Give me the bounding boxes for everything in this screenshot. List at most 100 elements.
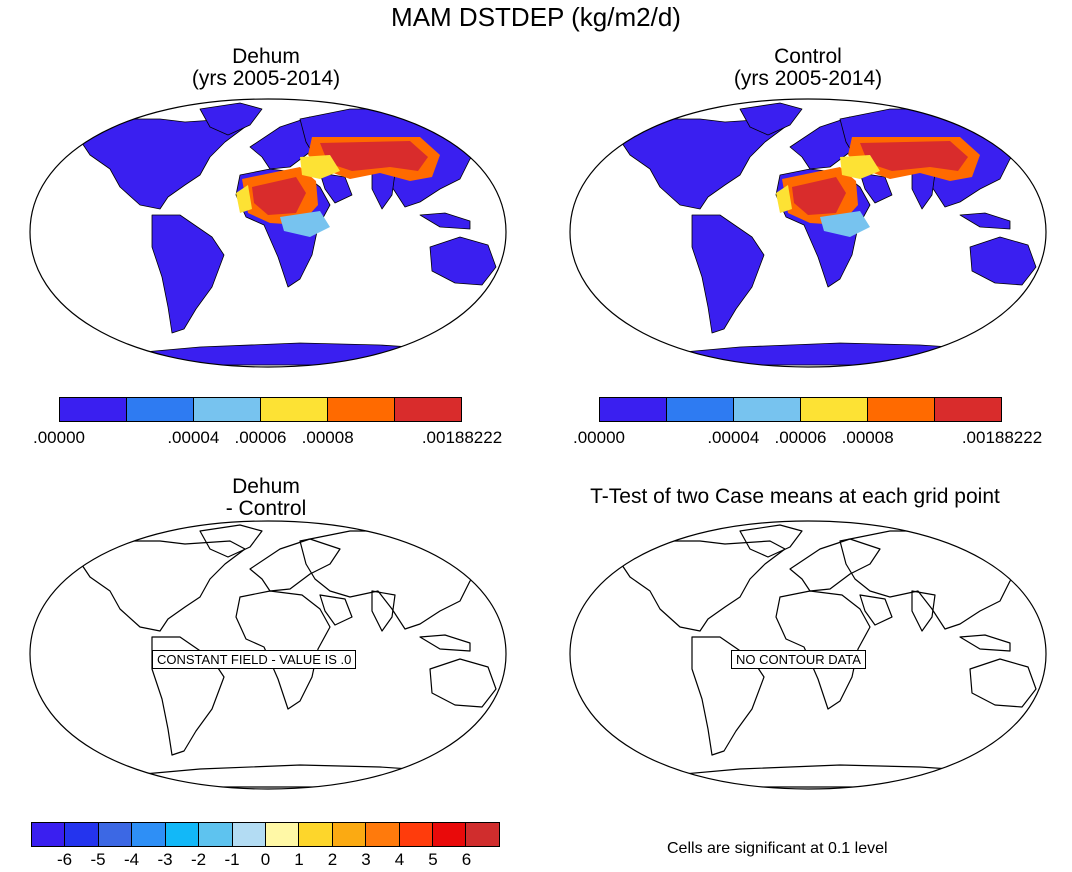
- constant-field-message: CONSTANT FIELD - VALUE IS .0: [152, 650, 357, 669]
- no-contour-message: NO CONTOUR DATA: [731, 650, 866, 669]
- colorbar-tick-label: 6: [461, 850, 472, 869]
- colorbar-swatch: [332, 823, 367, 846]
- panel3-title-line2: - Control: [225, 497, 307, 520]
- colorbar-tick-label: .00006: [774, 428, 827, 447]
- dust-region-6: [236, 185, 252, 213]
- colorbar-swatch: [132, 823, 166, 846]
- panel3-title-line1: Dehum: [232, 475, 300, 498]
- land-arabia: [319, 172, 353, 204]
- land-australia: [969, 658, 1037, 708]
- land-greenland: [199, 102, 263, 136]
- colorbar-tick-label: 4: [394, 850, 405, 869]
- colorbar-tick-label: .00188222: [421, 428, 503, 447]
- dust-region-5: [820, 211, 870, 237]
- panel2-title-line1: Control: [774, 45, 842, 68]
- colorbar-swatch: [466, 823, 499, 846]
- land-australia: [429, 236, 497, 286]
- colorbar-swatch: [667, 398, 734, 421]
- colorbar-swatch: [801, 398, 868, 421]
- colorbar-dehum: [59, 397, 462, 422]
- colorbar-difference-ticks: -6 -5 -4 -3 -2 -1 0 1 2 3 4 5 6: [31, 850, 500, 872]
- colorbar-tick-label: .00004: [167, 428, 220, 447]
- colorbar-swatch: [194, 398, 261, 421]
- map-ttest: [569, 520, 1047, 790]
- panel2-title-line2: (yrs 2005-2014): [733, 67, 883, 90]
- land-north-america: [77, 540, 246, 632]
- colorbar-control: [599, 397, 1002, 422]
- land-greenland: [199, 524, 263, 558]
- colorbar-swatch: [399, 823, 434, 846]
- colorbar-tick-label: .00000: [573, 428, 625, 447]
- colorbar-swatch: [366, 823, 400, 846]
- land-arabia: [859, 172, 893, 204]
- land-arabia: [319, 594, 353, 626]
- map-border: [569, 520, 1047, 790]
- colorbar-difference: [31, 822, 500, 847]
- colorbar-tick-label: -4: [123, 850, 140, 869]
- dust-region-3: [860, 141, 968, 171]
- colorbar-swatch: [98, 823, 133, 846]
- land-south-america: [151, 214, 225, 334]
- land-europe: [249, 538, 341, 592]
- panel1-title-line2: (yrs 2005-2014): [191, 67, 341, 90]
- land-indonesia: [959, 634, 1011, 652]
- colorbar-swatch: [935, 398, 1001, 421]
- colorbar-swatch: [32, 823, 66, 846]
- land-greenland: [739, 524, 803, 558]
- colorbar-tick-label: -6: [56, 850, 73, 869]
- colorbar-tick-label: .00008: [841, 428, 894, 447]
- panel2-title: Control (yrs 2005-2014): [708, 46, 908, 90]
- colorbar-swatch: [328, 398, 395, 421]
- dust-region-1: [252, 177, 306, 215]
- land-africa: [235, 590, 331, 710]
- map-border: [29, 520, 507, 790]
- land-north-america: [77, 118, 246, 210]
- colorbar-tick-label: .00004: [707, 428, 760, 447]
- colorbar-tick-label: .00008: [301, 428, 354, 447]
- dust-region-3: [320, 141, 428, 171]
- colorbar-tick-label: 5: [428, 850, 438, 869]
- significance-note: Cells are significant at 0.1 level: [667, 840, 888, 857]
- dust-region-1: [792, 177, 846, 215]
- colorbar-tick-label: 1: [294, 850, 304, 869]
- colorbar-control-ticks: .00000 .00004 .00006 .00008 .00188222: [573, 428, 1042, 450]
- colorbar-tick-label: 0: [260, 850, 271, 869]
- map-border: [569, 98, 1047, 368]
- panel1-title: Dehum (yrs 2005-2014): [166, 46, 366, 90]
- colorbar-tick-label: -1: [224, 850, 240, 869]
- land-greenland: [739, 102, 803, 136]
- land-north-america: [617, 540, 786, 632]
- colorbar-swatch: [127, 398, 194, 421]
- colorbar-swatch: [165, 823, 200, 846]
- figure-title: MAM DSTDEP (kg/m2/d): [391, 2, 681, 32]
- colorbar-dehum-ticks: .00000 .00004 .00006 .00008 .00188222: [33, 428, 502, 450]
- dust-region-6: [776, 185, 792, 213]
- colorbar-tick-label: 3: [361, 850, 371, 869]
- land-indonesia: [419, 634, 471, 652]
- dust-region-5: [280, 211, 330, 237]
- land-arabia: [859, 594, 893, 626]
- land-indonesia: [959, 212, 1011, 230]
- colorbar-tick-label: -2: [190, 850, 207, 869]
- panel1-title-line1: Dehum: [232, 45, 300, 68]
- land-australia: [969, 236, 1037, 286]
- panel3-title: Dehum - Control: [166, 476, 366, 520]
- map-control: [569, 98, 1047, 368]
- colorbar-swatch: [299, 823, 333, 846]
- colorbar-swatch: [868, 398, 935, 421]
- colorbar-swatch: [60, 398, 127, 421]
- land-south-america: [691, 214, 765, 334]
- colorbar-swatch: [395, 398, 461, 421]
- map-border: [29, 98, 507, 368]
- land-africa: [775, 590, 871, 710]
- panel4-title: T-Test of two Case means at each grid po…: [590, 485, 1000, 508]
- dust-region-4: [840, 155, 880, 179]
- colorbar-swatch: [261, 398, 328, 421]
- colorbar-swatch: [433, 823, 467, 846]
- land-indonesia: [419, 212, 471, 230]
- colorbar-tick-label: .00000: [33, 428, 85, 447]
- map-dehum: [29, 98, 507, 368]
- colorbar-swatch: [199, 823, 233, 846]
- colorbar-tick-label: .00188222: [961, 428, 1043, 447]
- colorbar-tick-label: -3: [157, 850, 173, 869]
